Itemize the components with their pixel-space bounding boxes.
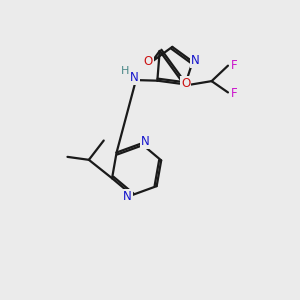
Text: N: N [141, 135, 150, 148]
Text: N: N [123, 190, 132, 203]
Text: O: O [144, 55, 153, 68]
Text: O: O [181, 77, 190, 90]
Text: N: N [130, 71, 139, 84]
Text: N: N [191, 54, 200, 67]
Text: H: H [121, 66, 129, 76]
Text: F: F [231, 58, 237, 72]
Text: F: F [231, 86, 237, 100]
